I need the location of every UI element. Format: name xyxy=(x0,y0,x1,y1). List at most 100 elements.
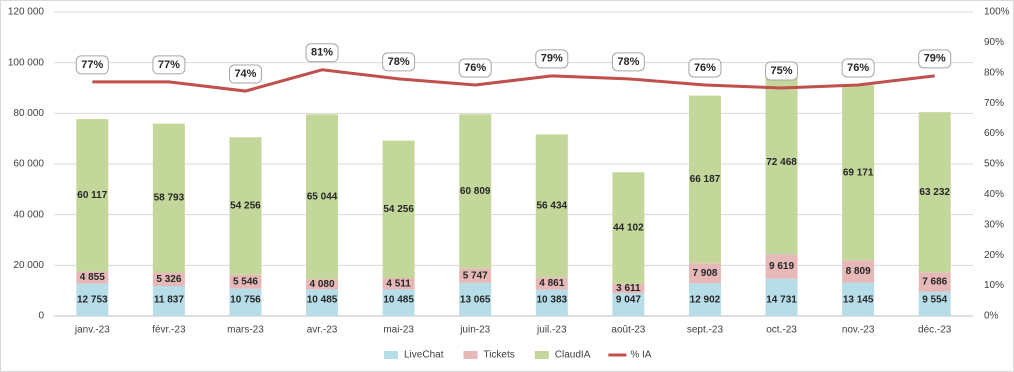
bar-segment xyxy=(688,95,721,264)
data-label: 75% xyxy=(771,65,793,77)
data-label: 65 044 xyxy=(307,191,338,202)
bar-segment xyxy=(152,123,185,273)
bar-segment xyxy=(229,274,262,289)
bar-segment xyxy=(842,282,875,316)
bar-segment xyxy=(382,140,415,279)
data-label: 14 731 xyxy=(766,295,797,306)
legend-label: % IA xyxy=(630,350,651,361)
y2-tick-label: 80% xyxy=(984,67,1004,78)
x-tick-label: févr.-23 xyxy=(152,325,186,336)
data-label: 10 485 xyxy=(307,295,338,306)
y-tick-label: 120 000 xyxy=(8,7,45,18)
data-label: 76% xyxy=(847,62,869,74)
bar-segment xyxy=(306,289,339,316)
x-tick-label: juil.-23 xyxy=(536,325,567,336)
bar-segment xyxy=(229,288,262,316)
data-label-box xyxy=(152,55,186,75)
x-tick-label: mars-23 xyxy=(227,325,264,336)
data-label: 78% xyxy=(617,56,639,68)
data-label: 10 756 xyxy=(230,295,261,306)
bar-segment xyxy=(918,112,951,273)
y-tick-label: 20 000 xyxy=(13,260,44,271)
data-label: 13 065 xyxy=(460,295,491,306)
data-label: 4 855 xyxy=(80,272,105,283)
x-tick-label: oct.-23 xyxy=(766,325,797,336)
x-tick-label: mai-23 xyxy=(383,325,414,336)
data-label-box xyxy=(841,58,875,78)
data-label: 5 747 xyxy=(463,270,488,281)
x-tick-label: juin-23 xyxy=(459,325,490,336)
bar-segment xyxy=(152,272,185,287)
y2-tick-label: 70% xyxy=(984,98,1004,109)
data-label: 9 047 xyxy=(616,295,641,306)
bar-segment xyxy=(765,70,798,255)
data-label-box xyxy=(458,58,492,78)
data-label: 74% xyxy=(234,68,256,80)
legend-label: Tickets xyxy=(483,350,514,361)
x-tick-label: janv.-23 xyxy=(74,325,110,336)
y2-tick-label: 100% xyxy=(984,7,1010,18)
data-label: 60 117 xyxy=(77,190,107,201)
bar-segment xyxy=(535,134,568,278)
bar-segment xyxy=(459,114,492,269)
data-label: 7 686 xyxy=(922,277,947,288)
data-label: 76% xyxy=(694,62,716,74)
data-label: 4 861 xyxy=(539,278,564,289)
legend-label: LiveChat xyxy=(404,350,444,361)
data-label: 12 902 xyxy=(690,295,721,306)
bar-segment xyxy=(459,282,492,316)
x-tick-label: nov.-23 xyxy=(842,325,875,336)
data-label: 54 256 xyxy=(230,201,261,212)
y2-tick-label: 10% xyxy=(984,280,1004,291)
data-label-box xyxy=(75,55,109,75)
data-label: 58 793 xyxy=(154,193,185,204)
data-label-box xyxy=(535,49,569,69)
data-label: 8 809 xyxy=(846,266,871,277)
data-label: 4 511 xyxy=(386,278,411,289)
data-label: 66 187 xyxy=(690,174,721,185)
data-label-box xyxy=(611,52,645,72)
bar-segment xyxy=(918,272,951,292)
data-label: 13 145 xyxy=(843,295,874,306)
data-label-box xyxy=(305,43,339,63)
data-label: 77% xyxy=(81,59,103,71)
line xyxy=(92,68,935,93)
data-label-box xyxy=(765,61,799,81)
bar-segment xyxy=(918,291,951,316)
y2-tick-label: 0% xyxy=(984,311,999,322)
bar-segment xyxy=(612,283,645,294)
y-tick-label: 80 000 xyxy=(13,108,44,119)
bar-segment xyxy=(229,137,262,275)
y-tick-label: 40 000 xyxy=(13,209,44,220)
data-label: 12 753 xyxy=(77,295,108,306)
y-tick-label: 0 xyxy=(38,311,44,322)
bar-segment xyxy=(382,278,415,290)
bar-segment xyxy=(382,289,415,316)
data-label: 76% xyxy=(464,62,486,74)
data-label: 44 102 xyxy=(613,223,644,234)
y2-tick-label: 50% xyxy=(984,159,1004,170)
data-label: 78% xyxy=(388,56,410,68)
legend-swatch xyxy=(384,351,398,359)
data-label: 10 485 xyxy=(383,295,414,306)
bar-segment xyxy=(612,293,645,316)
data-label: 79% xyxy=(541,53,563,65)
x-tick-label: déc.-23 xyxy=(918,325,952,336)
bar-segment xyxy=(612,172,645,284)
data-label: 10 383 xyxy=(536,295,567,306)
bar-segment xyxy=(688,263,721,284)
data-label: 54 256 xyxy=(383,204,414,215)
data-label: 77% xyxy=(158,59,180,71)
bar-segment xyxy=(306,114,339,280)
data-label-box xyxy=(918,49,952,69)
x-tick-label: avr.-23 xyxy=(307,325,338,336)
y-tick-label: 100 000 xyxy=(8,57,45,68)
bar-segment xyxy=(152,286,185,316)
data-label: 60 809 xyxy=(460,186,491,197)
data-label: 79% xyxy=(924,53,946,65)
data-label: 9 619 xyxy=(769,261,794,272)
data-label: 3 611 xyxy=(616,283,641,294)
bar-segment xyxy=(76,119,109,272)
bar-segment xyxy=(76,283,109,316)
data-label: 5 546 xyxy=(233,276,258,287)
